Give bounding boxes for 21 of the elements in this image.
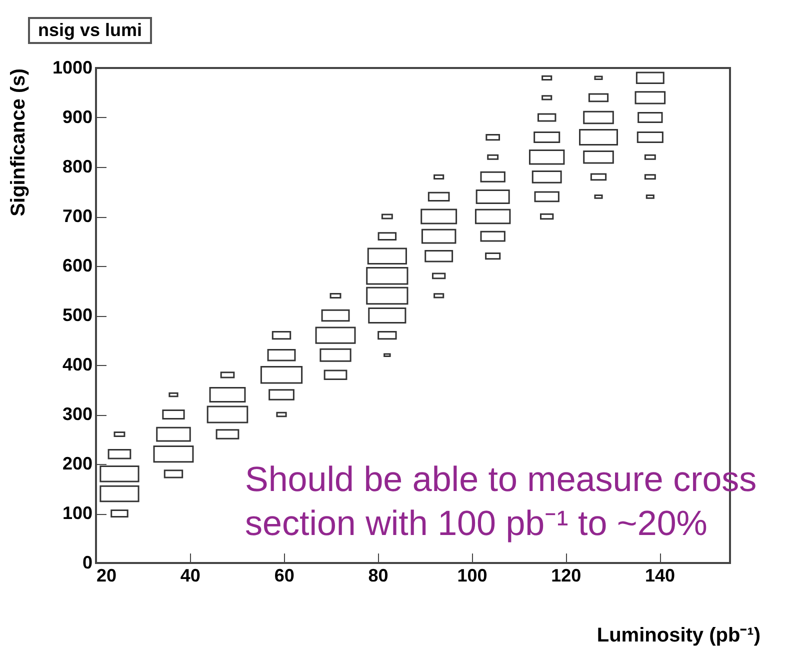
x-tick-label: 60 xyxy=(274,566,294,586)
y-tick-label: 200 xyxy=(62,454,92,474)
y-tick-label: 0 xyxy=(82,552,92,572)
y-tick-label: 1000 xyxy=(52,58,92,78)
y-axis-title: Siginficance (s) xyxy=(8,68,30,216)
y-tick-label: 900 xyxy=(62,107,92,127)
x-tick-label: 20 xyxy=(96,566,117,586)
y-tick-label: 700 xyxy=(62,206,92,226)
x-tick-label: 140 xyxy=(645,566,676,586)
y-tick-label: 300 xyxy=(62,404,92,424)
y-tick-label: 400 xyxy=(62,354,92,374)
y-tick-label: 800 xyxy=(62,156,92,176)
x-tick-label: 120 xyxy=(551,566,582,586)
x-axis-title: Luminosity (pb⁻¹) xyxy=(596,624,760,646)
chart-title: nsig vs lumi xyxy=(28,17,152,44)
x-tick-label: 80 xyxy=(368,566,388,586)
y-tick-label: 600 xyxy=(62,256,92,276)
x-tick-label: 40 xyxy=(180,566,200,586)
x-tick-label: 100 xyxy=(457,566,488,586)
y-tick-label: 100 xyxy=(62,503,92,523)
y-tick-label: 500 xyxy=(62,305,92,325)
